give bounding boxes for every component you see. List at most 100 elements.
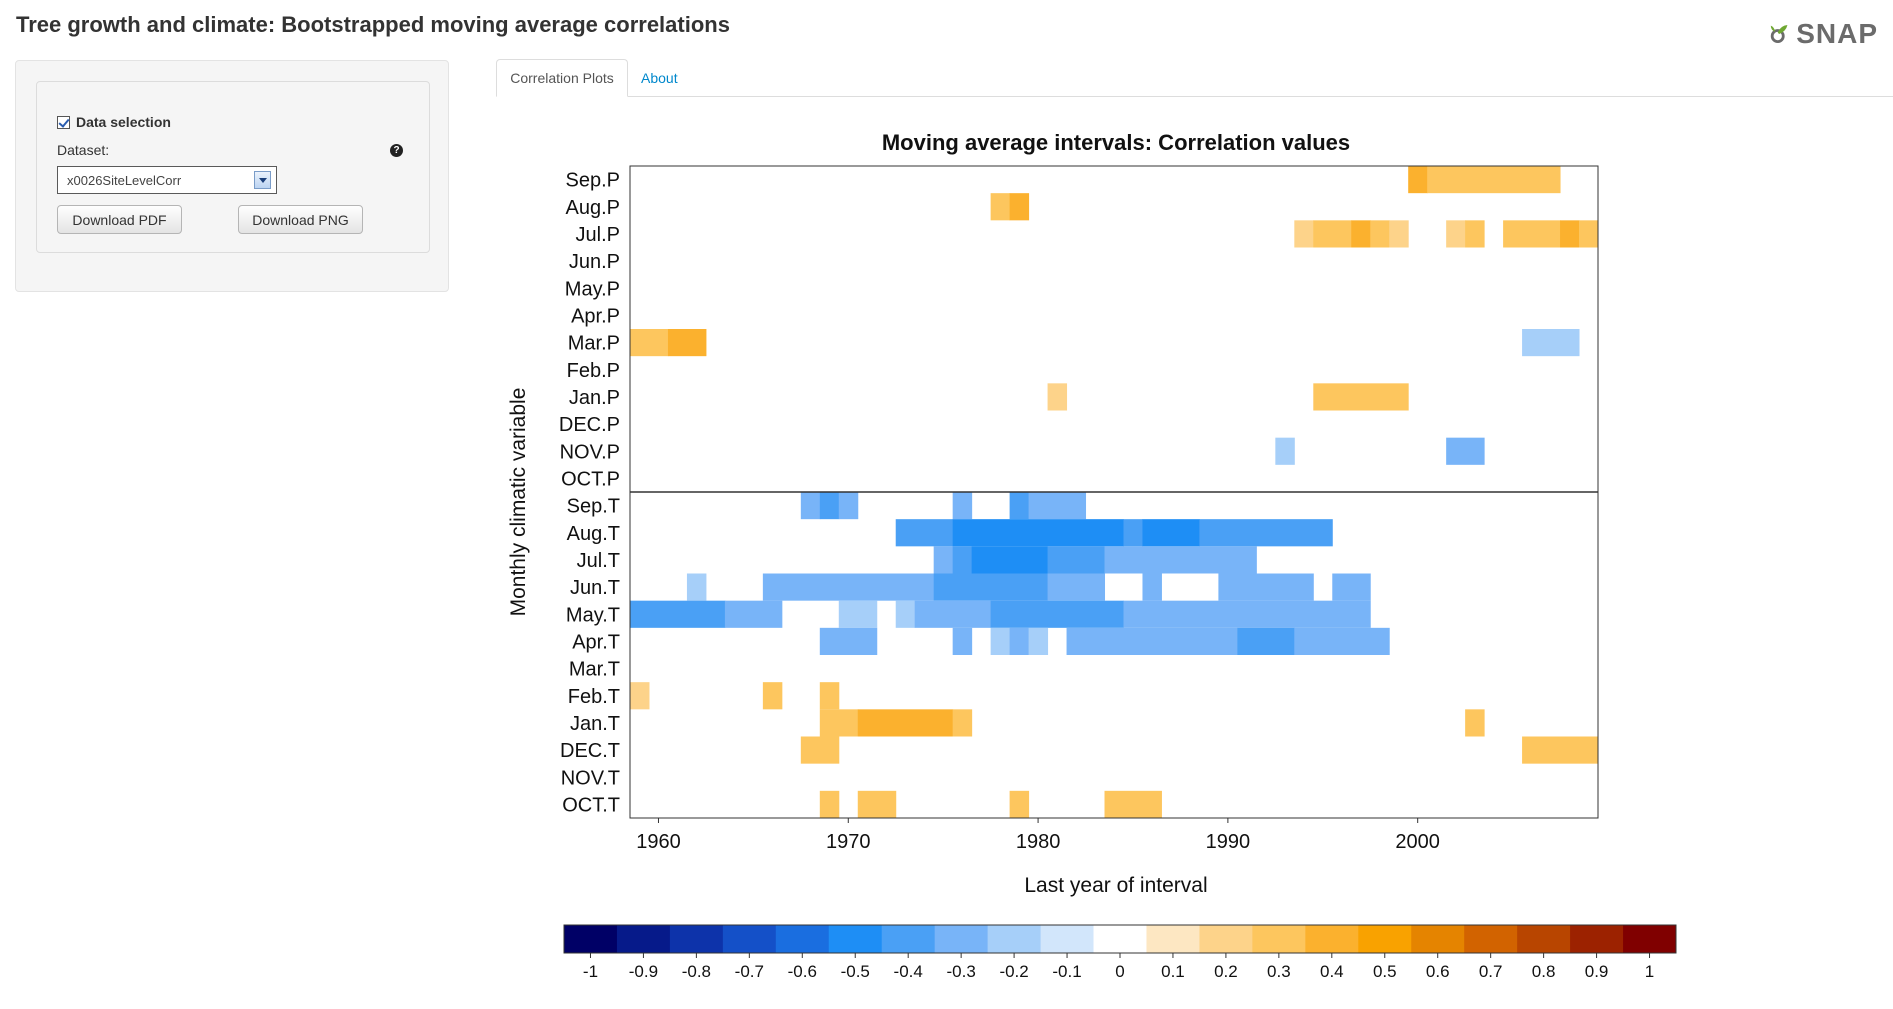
legend-label: -0.7 (735, 962, 764, 981)
heatmap-cell (630, 329, 669, 357)
y-tick-label: Mar.P (568, 333, 620, 355)
legend-label: 0.3 (1267, 962, 1291, 981)
legend-swatch (1093, 925, 1147, 953)
x-tick-label: 2000 (1395, 831, 1440, 853)
heatmap-cell (952, 492, 973, 520)
legend-swatch (1411, 925, 1465, 953)
snap-logo: SNAP (1768, 14, 1878, 54)
question-circle-icon[interactable]: ? (390, 144, 403, 157)
y-tick-label: Mar.T (569, 659, 620, 681)
heatmap-cell (800, 492, 821, 520)
tab-about[interactable]: About (641, 70, 678, 86)
legend-swatch (616, 925, 671, 953)
heatmap-cell (1465, 709, 1485, 737)
heatmap-cell (1522, 329, 1580, 357)
heatmap-cell (1370, 220, 1390, 248)
heatmap-cell (686, 573, 707, 601)
y-tick-label: Jul.T (577, 550, 620, 572)
legend-label: 0.9 (1585, 962, 1609, 981)
legend-label: 0.4 (1320, 962, 1344, 981)
heatmap-cell (1009, 627, 1030, 655)
color-legend: -1 -0.9 -0.8 -0.7 -0.6 -0.5 -0.4 -0.3 -0.2 -0.1 0 0… (563, 924, 1677, 981)
heatmap-cell (1047, 573, 1106, 601)
legend-label: -0.9 (629, 962, 658, 981)
heatmap-cell (1066, 627, 1087, 655)
legend-swatch (987, 925, 1042, 953)
y-tick-label: Jan.T (570, 713, 620, 735)
download-png-button[interactable]: Download PNG (238, 205, 363, 234)
heatmap-cell (1389, 220, 1409, 248)
legend-swatch (1464, 925, 1518, 953)
data-selection-toggle[interactable]: Data selection (57, 114, 171, 130)
y-axis-label: Monthly climatic variable (507, 388, 530, 617)
y-tick-label: May.P (565, 278, 620, 300)
data-selection-checkbox[interactable] (57, 115, 70, 129)
y-tick-label: Apr.P (571, 305, 620, 327)
heatmap-cell (1009, 193, 1030, 221)
data-selection-label: Data selection (76, 114, 171, 130)
heatmap-cell (838, 600, 878, 628)
heatmap-cell (1313, 383, 1409, 411)
heatmap-cell (1313, 220, 1352, 248)
heatmap-axes: Sep.P Aug.P Jul.P Jun.P May.P Apr.P Mar.P Feb.P… (559, 165, 1599, 853)
y-tick-label: DEC.T (560, 740, 620, 762)
heatmap-cell (1123, 600, 1371, 628)
y-tick-label: OCT.T (562, 794, 620, 816)
heatmap-cell (630, 600, 726, 628)
dataset-select-value: x0026SiteLevelCorr (67, 172, 182, 188)
y-tick-label: NOV.T (561, 767, 620, 789)
legend-swatch (1305, 925, 1359, 953)
heatmap-cell (1085, 627, 1238, 655)
heatmap-cell (819, 682, 840, 710)
heatmap-cell (1237, 627, 1295, 655)
heatmap-cell (895, 519, 954, 547)
heatmap-cell (1028, 627, 1049, 655)
legend-swatch (1146, 925, 1200, 953)
legend-swatch (934, 925, 989, 953)
heatmap-cell (1009, 790, 1030, 818)
data-selection-well: Data selection Dataset: ? x0026SiteLevel… (36, 81, 430, 253)
legend-label: 0.5 (1373, 962, 1397, 981)
legend-label: -0.2 (999, 962, 1028, 981)
tab-correlation-plots[interactable]: Correlation Plots (496, 59, 628, 97)
y-tick-label: Sep.P (566, 170, 620, 192)
heatmap-cell (1123, 519, 1143, 547)
legend-label: -0.3 (946, 962, 975, 981)
y-tick-label: Jun.P (569, 251, 620, 273)
heatmap-cell (1142, 519, 1200, 547)
heatmap-cell (819, 709, 859, 737)
heatmap-cell (1560, 220, 1580, 248)
heatmap-cell (857, 790, 897, 818)
legend-label: 0.8 (1532, 962, 1556, 981)
snap-leaf-icon (1770, 24, 1788, 44)
heatmap-cell (1199, 519, 1333, 547)
heatmap-cell (952, 627, 973, 655)
heatmap-cell (971, 546, 1049, 574)
legend-swatch (1358, 925, 1412, 953)
chevron-down-icon[interactable] (254, 171, 271, 189)
heatmap-cell (1009, 492, 1030, 520)
heatmap-cell (1427, 166, 1561, 194)
dataset-select[interactable]: x0026SiteLevelCorr (57, 166, 277, 194)
heatmap-cell (952, 709, 973, 737)
heatmap-cell (1104, 790, 1162, 818)
heatmap-cell (1465, 220, 1485, 248)
download-pdf-button[interactable]: Download PDF (57, 205, 182, 234)
heatmap-cell (1408, 166, 1428, 194)
heatmap-cell (819, 627, 878, 655)
heatmap-cell (1218, 573, 1314, 601)
heatmap-cell (990, 627, 1011, 655)
legend-label: -0.5 (841, 962, 870, 981)
legend-label: 0.2 (1214, 962, 1238, 981)
heatmap-cell (914, 600, 992, 628)
heatmap-cell (1142, 573, 1162, 601)
y-tick-label: Jul.P (576, 224, 620, 246)
heatmap-cell (933, 573, 1049, 601)
heatmap-cell (762, 682, 783, 710)
logo-text: SNAP (1796, 18, 1878, 49)
heatmap-cell (933, 546, 954, 574)
heatmap-cell (630, 682, 650, 710)
legend-swatch (881, 925, 936, 953)
heatmap-cell (952, 519, 1124, 547)
heatmap-cell (762, 573, 935, 601)
